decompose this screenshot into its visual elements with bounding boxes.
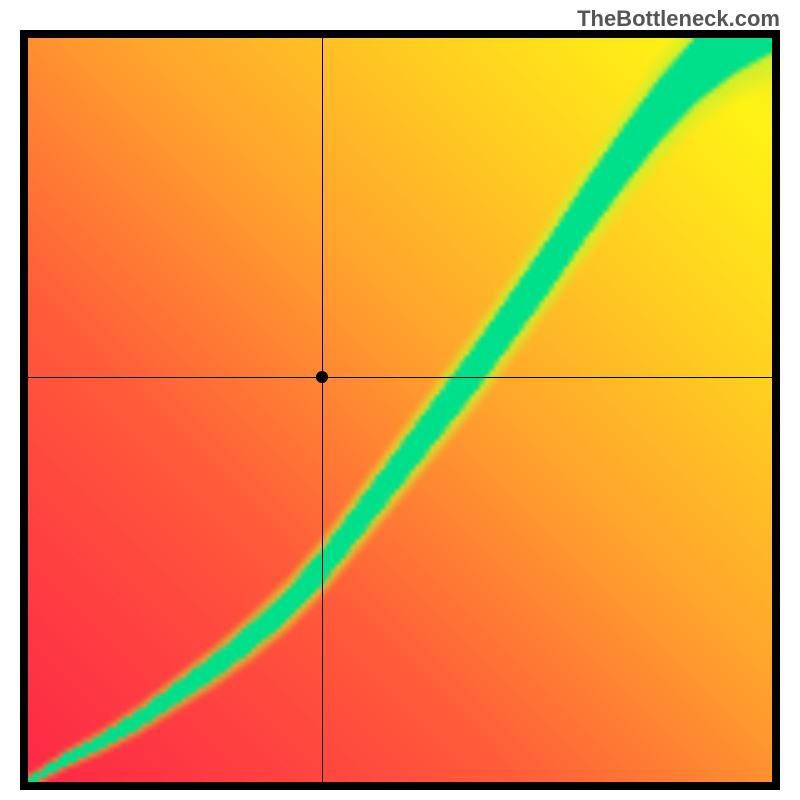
crosshair-marker bbox=[316, 371, 328, 383]
crosshair-horizontal bbox=[28, 377, 772, 378]
crosshair-vertical bbox=[322, 38, 323, 782]
chart-inner bbox=[28, 38, 772, 782]
chart-frame bbox=[20, 30, 780, 790]
heatmap-canvas bbox=[28, 38, 772, 782]
watermark-text: TheBottleneck.com bbox=[577, 6, 780, 32]
